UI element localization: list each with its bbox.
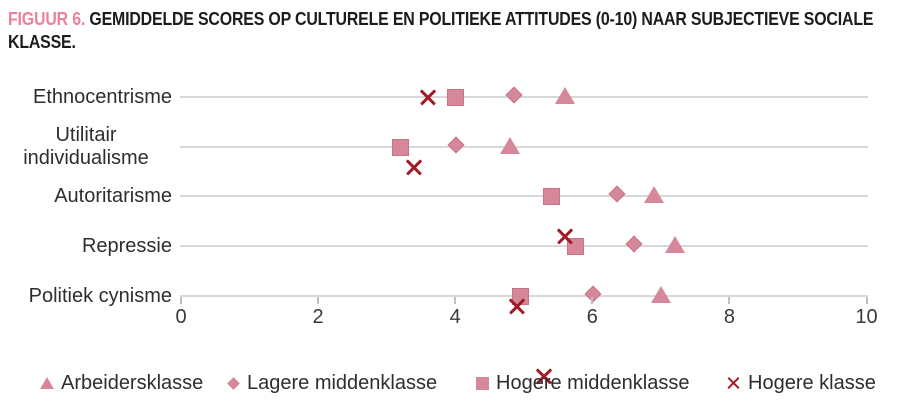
marker-diamond-ethnocentrisme: [505, 86, 523, 103]
marker-square-autoritarisme: [542, 187, 560, 205]
figure-title-line1: FIGUUR 6. GEMIDDELDE SCORES OP CULTURELE…: [8, 7, 900, 30]
x-axis-tick-label: 4: [449, 306, 461, 328]
marker-cross-repressie: [507, 296, 527, 316]
legend-label: Arbeidersklasse: [61, 371, 204, 394]
legend-label: Hogere klasse: [748, 371, 876, 394]
category-gridline: [180, 96, 868, 98]
marker-triangle-autoritarisme: [643, 186, 664, 203]
category-label-text: Politiek cynisme: [28, 284, 172, 307]
marker-square-ethnocentrisme: [446, 88, 464, 106]
figure-title-text: GEMIDDELDE SCORES OP CULTURELE EN POLITI…: [89, 8, 874, 29]
x-axis-tick-label: 2: [312, 306, 324, 328]
x-axis-tick: [180, 297, 182, 304]
category-label-autoritarisme: Autoritarisme: [0, 170, 172, 222]
cross-legend-icon: [726, 376, 741, 391]
marker-triangle-utilitair-individualisme: [500, 137, 521, 154]
category-gridline: [180, 146, 868, 148]
x-axis-tick: [591, 297, 594, 304]
marker-triangle-ethnocentrisme: [554, 87, 575, 104]
category-gridline: [180, 245, 868, 247]
x-axis-tick-label: 8: [723, 306, 735, 328]
x-axis-tick-label: 0: [175, 306, 187, 328]
marker-diamond-utilitair-individualisme: [447, 136, 465, 153]
marker-triangle-politiek-cynisme: [650, 286, 671, 303]
diamond-legend-icon: [227, 376, 240, 390]
marker-cross-utilitair-individualisme: [404, 157, 424, 177]
figure-number: FIGUUR 6.: [8, 8, 86, 29]
marker-triangle-repressie: [664, 236, 685, 253]
marker-square-utilitair-individualisme: [391, 138, 409, 156]
category-label-politiek-cynisme: Politiek cynisme: [0, 270, 172, 322]
x-axis-tick-label: 6: [586, 306, 598, 328]
legend-item-hogere-middenklasse: Hogere middenklasse: [476, 370, 689, 396]
legend-label: Lagere middenklasse: [247, 371, 438, 394]
category-label-text: Ethnocentrisme: [33, 85, 172, 108]
marker-diamond-repressie: [625, 235, 643, 252]
x-axis-tick: [317, 297, 320, 304]
x-axis-tick: [728, 297, 731, 304]
legend-item-hogere-klasse: Hogere klasse: [726, 370, 876, 396]
triangle-legend-icon: [40, 377, 54, 389]
figure-title: FIGUUR 6. GEMIDDELDE SCORES OP CULTURELE…: [8, 7, 900, 53]
legend-item-arbeidersklasse: Arbeidersklasse: [40, 370, 203, 396]
legend-label: Hogere middenklasse: [496, 371, 690, 394]
marker-diamond-autoritarisme: [608, 185, 626, 202]
square-legend-icon: [476, 376, 489, 390]
category-label-utilitair-individualisme: Utilitair individualisme: [0, 121, 172, 173]
x-axis-tick: [454, 297, 457, 304]
figure-title-line2: KLASSE.: [8, 31, 76, 52]
legend-item-lagere-middenklasse: Lagere middenklasse: [227, 370, 437, 396]
x-axis-tick-label: 10: [855, 306, 878, 328]
x-axis-tick: [865, 297, 868, 304]
marker-cross-autoritarisme: [555, 226, 575, 246]
dot-plot-chart: Ethnocentrisme Utilitair individualisme Au…: [0, 60, 900, 350]
category-label-text: Repressie: [81, 234, 172, 257]
marker-cross-ethnocentrisme: [418, 87, 438, 107]
category-label-repressie: Repressie: [0, 220, 172, 272]
category-label-text: Autoritarisme: [54, 184, 172, 207]
category-gridline: [180, 195, 868, 197]
category-label-ethnocentrisme: Ethnocentrisme: [0, 71, 172, 123]
marker-cross-politiek-cynisme: [534, 366, 554, 386]
category-label-text: Utilitair individualisme: [23, 124, 149, 169]
